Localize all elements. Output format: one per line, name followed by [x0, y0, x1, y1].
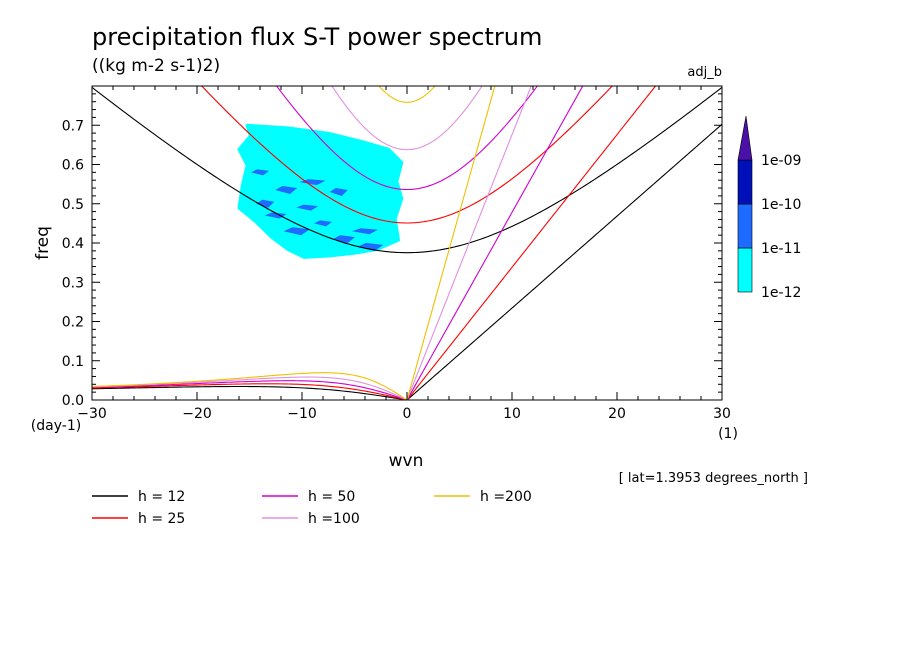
rossby-curve-h50	[92, 380, 408, 400]
y-tick-label: 0.6	[62, 158, 84, 174]
spectral-patch-1e-11	[357, 242, 384, 251]
spectral-patch-1e-11	[333, 235, 355, 244]
x-axis-label: wvn	[389, 451, 424, 471]
colorbar-label: 1e-10	[761, 197, 801, 213]
colorbar-label: 1e-11	[761, 241, 801, 257]
x-tick-label: −20	[182, 406, 212, 422]
colorbar-extend-arrow	[737, 115, 753, 161]
y-tick-label: 0.5	[62, 197, 84, 213]
x-tick-label: −30	[77, 406, 107, 422]
gravity-curve-h25	[200, 86, 614, 224]
x-tick-label: 0	[403, 406, 412, 422]
spectral-patch-1e-11	[256, 199, 275, 208]
x-tick-label: −10	[287, 406, 317, 422]
latitude-note: [ lat=1.3953 degrees_north ]	[619, 471, 808, 486]
y-tick-label: 0.7	[62, 118, 84, 134]
plot-frame	[91, 85, 723, 401]
dispersion-curves	[92, 86, 722, 400]
colorbar-swatch	[737, 203, 753, 249]
kelvin-curve-h100	[406, 86, 532, 400]
colorbar-label: 1e-12	[761, 285, 801, 301]
y-axis-label: freq	[33, 226, 53, 260]
spectral-patch-1e-11	[329, 187, 348, 196]
colorbar-swatch	[737, 247, 753, 293]
spectral-patch-1e-11	[296, 204, 319, 211]
y-tick-label: 0.4	[62, 236, 84, 252]
spectral-patch-1e-11	[283, 227, 310, 236]
y-tick-label: 0.3	[62, 275, 84, 291]
x-tick-label: 30	[713, 406, 731, 422]
spectral-patch-1e-11	[264, 212, 287, 219]
spectral-patch-1e-11	[251, 169, 269, 176]
rossby-curve-h12	[92, 385, 408, 400]
gravity-curve-h100	[331, 86, 483, 151]
colorbar-label: 1e-09	[761, 153, 801, 169]
legend-label: h =100	[308, 511, 360, 527]
legend-label: h = 12	[138, 489, 185, 505]
spectral-patch-1e-11	[299, 179, 326, 186]
gravity-curve-h12	[92, 86, 722, 254]
colorbar-swatch	[737, 159, 753, 205]
spectral-patch-1e-11	[352, 228, 378, 235]
legend-label: h = 50	[308, 489, 355, 505]
kelvin-curve-h200	[406, 86, 496, 400]
kelvin-curve-h25	[406, 86, 657, 400]
x-tick-label: 20	[608, 406, 626, 422]
gravity-curve-h50	[275, 86, 539, 191]
legend-label: h =200	[480, 489, 532, 505]
y-unit-label: (day-1)	[31, 418, 81, 434]
chart-title: precipitation flux S-T power spectrum	[92, 23, 542, 51]
spectral-patch-1e-11	[275, 186, 298, 195]
chart-subtitle: ((kg m-2 s-1)2)	[92, 56, 220, 76]
chart-tag: adj_b	[687, 65, 722, 80]
kelvin-curve-h50	[406, 86, 584, 400]
colorbar: 1e-12 1e-11 1e-10 1e-09	[737, 115, 801, 301]
kelvin-curve-h12	[406, 123, 722, 400]
rossby-curve-h200	[92, 372, 408, 400]
y-tick-label: 0.2	[62, 315, 84, 331]
y-tick-label: 0.1	[62, 354, 84, 370]
gravity-curve-h200	[378, 86, 436, 103]
rossby-curve-h25	[92, 383, 408, 400]
axis-ticks: −30 −20 −10 0 10 20 30 0.0 0.1 0.2 0.3 0.4 0.5 0.6 0.7	[62, 86, 731, 422]
x-tick-label: 10	[503, 406, 521, 422]
legend-label: h = 25	[138, 511, 185, 527]
spectral-patch-1e-11	[314, 220, 332, 227]
x-unit-label: (1)	[718, 426, 738, 442]
legend: h = 12 h = 25 h = 50 h =100 h =200	[92, 489, 532, 527]
y-tick-label: 0.0	[62, 393, 84, 409]
